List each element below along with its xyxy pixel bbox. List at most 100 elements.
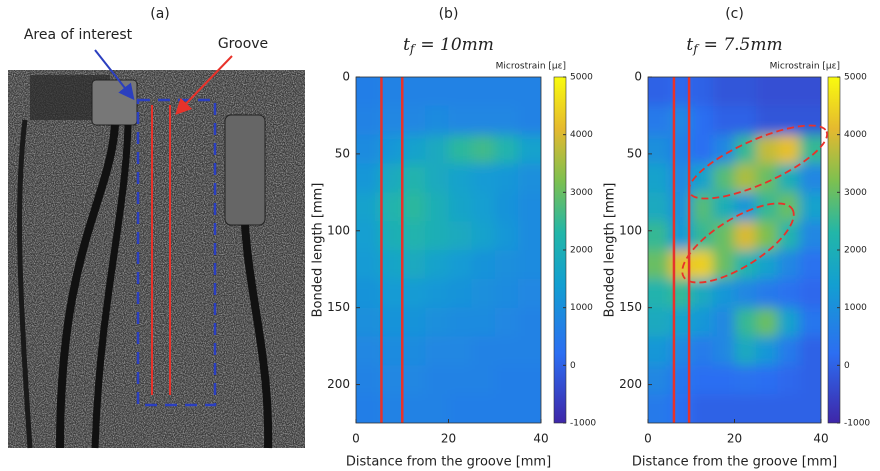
heatmap-cell <box>448 221 473 251</box>
heatmap-cell <box>448 163 473 194</box>
heatmap-cell <box>517 250 541 280</box>
heatmap-cell <box>517 221 541 251</box>
heatmap-cell <box>356 105 381 136</box>
heatmap-cell <box>734 365 758 396</box>
heatmap-cell <box>799 365 821 396</box>
panel-label: (b) <box>439 6 459 22</box>
heatmap-cell <box>756 163 779 194</box>
heatmap-cell <box>494 365 519 396</box>
heatmap-cell <box>494 77 519 107</box>
heatmap-cell <box>734 192 758 223</box>
y-tick-label: 50 <box>627 146 642 160</box>
y-tick-label: 150 <box>619 300 642 314</box>
heatmap-cell <box>712 250 736 280</box>
heatmap-cell <box>356 163 381 194</box>
highlight-ellipse <box>688 124 828 200</box>
title-var: t <box>686 35 693 55</box>
title-sub: f <box>692 42 700 56</box>
highlight-ellipse <box>681 202 795 284</box>
heatmap-cell <box>494 336 519 367</box>
heatmap-cell <box>669 307 693 338</box>
heatmap-cell <box>691 192 714 223</box>
heatmap-cell <box>669 77 693 107</box>
heatmap-cell <box>448 307 473 338</box>
heatmap-cell <box>777 77 801 107</box>
heatmap <box>648 77 821 423</box>
heatmap-cell <box>648 105 671 136</box>
photo <box>8 49 305 449</box>
heatmap-cell <box>756 105 779 136</box>
heatmap-cell <box>517 307 541 338</box>
heatmap-cell <box>712 278 736 309</box>
heatmap-cell <box>669 192 693 223</box>
x-axis-label: Distance from the groove [mm] <box>632 455 837 470</box>
annotation: Groove <box>218 36 268 52</box>
heatmap-cell <box>471 365 496 396</box>
heatmap-cell <box>712 77 736 107</box>
x-tick-label: 20 <box>441 432 456 446</box>
heatmap-cell <box>691 163 714 194</box>
heatmap-cell <box>734 163 758 194</box>
heatmap-cell <box>756 221 779 251</box>
heatmap-cell <box>471 250 496 280</box>
heatmap-cell <box>379 163 404 194</box>
heatmap-cell <box>734 307 758 338</box>
heatmap-cell <box>648 336 671 367</box>
heatmap-cell <box>712 394 736 423</box>
heatmap-cell <box>756 278 779 309</box>
colorbar-tick-label: -1000 <box>570 419 596 429</box>
heatmap-cell <box>517 134 541 165</box>
heatmap-cell <box>448 77 473 107</box>
heatmap-cell <box>471 278 496 309</box>
heatmap-cell <box>379 278 404 309</box>
y-tick-label: 0 <box>634 70 642 84</box>
title-rest: = 10mm <box>420 35 494 55</box>
heatmap-cell <box>799 394 821 423</box>
heatmap-cell <box>799 221 821 251</box>
heatmap-cell <box>669 163 693 194</box>
heatmap-cell <box>448 394 473 423</box>
heatmap-cell <box>402 134 427 165</box>
heatmap-cell <box>356 307 381 338</box>
x-tick-label: 40 <box>533 432 548 446</box>
heatmap-cell <box>379 77 404 107</box>
heatmap-cell <box>425 365 450 396</box>
heatmap-cell <box>756 250 779 280</box>
heatmap-cell <box>777 250 801 280</box>
heatmap-cell <box>691 250 714 280</box>
y-tick-label: 50 <box>335 146 350 160</box>
heatmap-cell <box>425 163 450 194</box>
heatmap-cell <box>471 134 496 165</box>
y-tick-label: 100 <box>327 223 350 237</box>
colorbar-label: Microstrain [με] <box>496 62 566 72</box>
heatmap-cell <box>777 221 801 251</box>
highlight-ellipses <box>681 124 828 284</box>
heatmap-cell <box>712 192 736 223</box>
heatmap-cells <box>648 77 821 423</box>
heatmap-cell <box>756 192 779 223</box>
heatmap-cell <box>402 105 427 136</box>
heatmap-cell <box>448 365 473 396</box>
y-tick-label: 0 <box>342 70 350 84</box>
heatmap-cell <box>379 365 404 396</box>
heatmap-cell <box>448 336 473 367</box>
heatmap-cell <box>494 307 519 338</box>
colorbar-tick-label: 5000 <box>570 73 593 83</box>
heatmap-cell <box>425 250 450 280</box>
heatmap-cell <box>517 77 541 107</box>
heatmap-cell <box>648 250 671 280</box>
colorbar-tick-label: 1000 <box>844 303 867 313</box>
heatmap-cell <box>734 278 758 309</box>
heatmap-cell <box>402 250 427 280</box>
heatmap-cell <box>712 221 736 251</box>
heatmap-cell <box>691 394 714 423</box>
heatmap <box>356 77 541 423</box>
heatmap-cell <box>402 394 427 423</box>
heatmap-cell <box>356 278 381 309</box>
heatmap-cell <box>517 163 541 194</box>
heatmap-cell <box>402 307 427 338</box>
heatmap-cell <box>517 365 541 396</box>
heatmap-cell <box>356 77 381 107</box>
chart-title: tf = 7.5mm <box>686 35 782 56</box>
